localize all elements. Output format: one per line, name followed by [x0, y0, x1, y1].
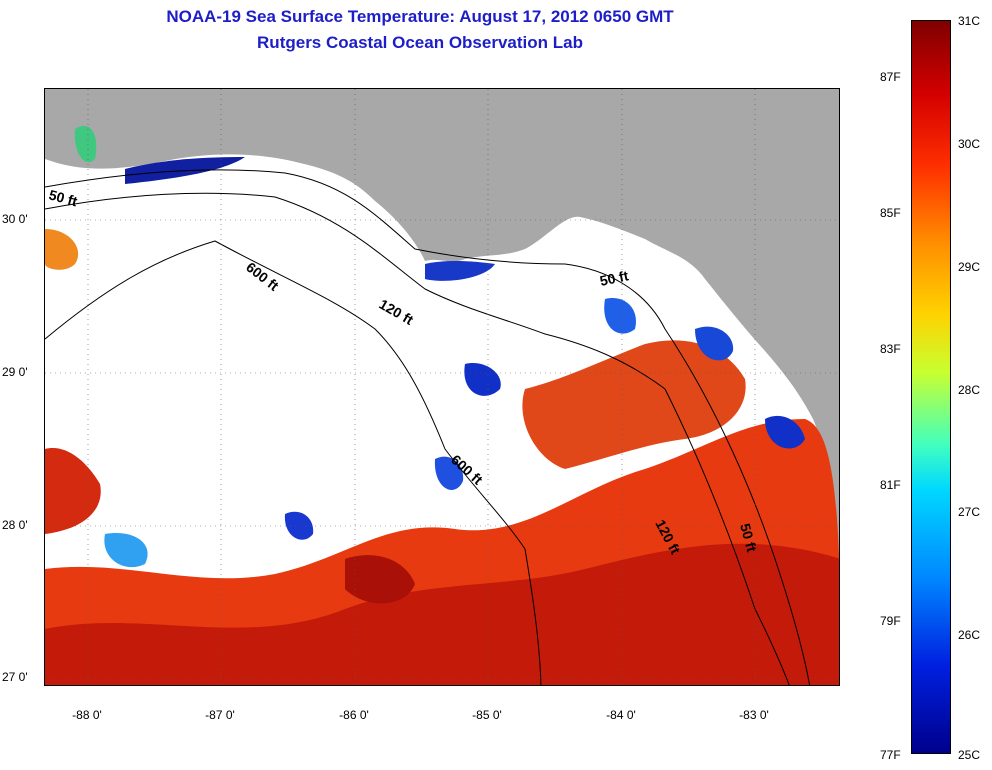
contour-label: 50 ft: [598, 267, 630, 289]
colorbar-fahrenheit-label: 77F: [880, 748, 901, 762]
lon-label: -84 0': [606, 708, 636, 722]
colorbar-fahrenheit-label: 85F: [880, 206, 901, 220]
lat-label: 29 0': [2, 365, 28, 379]
colorbar-celsius-label: 31C: [958, 14, 981, 28]
colorbar-celsius-label: 25C: [958, 748, 981, 762]
lon-label: -83 0': [739, 708, 769, 722]
lon-label: -88 0': [72, 708, 102, 722]
map-subtitle: Rutgers Coastal Ocean Observation Lab: [257, 33, 583, 52]
isobath-contours: [45, 169, 811, 685]
colorbar-celsius-label: 30C: [958, 137, 981, 151]
lon-label: -86 0': [339, 708, 369, 722]
colorbar-celsius-label: 28C: [958, 383, 981, 397]
sst-warm-patches: [45, 229, 839, 685]
contour-label: 50 ft: [47, 186, 79, 209]
colorbar-fahrenheit-label: 83F: [880, 342, 901, 356]
colorbar-fahrenheit-label: 81F: [880, 478, 901, 492]
map-title: NOAA-19 Sea Surface Temperature: August …: [166, 7, 674, 26]
lat-label: 30 0': [2, 212, 28, 226]
colorbar-fahrenheit-label: 87F: [880, 70, 901, 84]
contour-label: 50 ft: [737, 522, 760, 554]
lat-label: 27 0': [2, 670, 28, 684]
temperature-colorbar: [911, 20, 951, 754]
lon-label: -85 0': [472, 708, 502, 722]
lat-label: 28 0': [2, 518, 28, 532]
colorbar-celsius-label: 29C: [958, 260, 981, 274]
sst-map: 50 ft 600 ft 120 ft 50 ft 600 ft 120 ft …: [44, 88, 840, 686]
colorbar-celsius-label: 26C: [958, 628, 981, 642]
lon-label: -87 0': [205, 708, 235, 722]
sst-map-graphic: 50 ft 600 ft 120 ft 50 ft 600 ft 120 ft …: [45, 89, 839, 685]
colorbar-celsius-label: 27C: [958, 505, 981, 519]
colorbar-fahrenheit-label: 79F: [880, 614, 901, 628]
